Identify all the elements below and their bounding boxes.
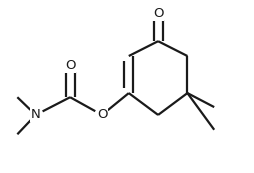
Text: O: O bbox=[65, 59, 75, 72]
Text: O: O bbox=[96, 108, 107, 121]
Text: O: O bbox=[152, 7, 163, 20]
Text: N: N bbox=[31, 108, 40, 121]
